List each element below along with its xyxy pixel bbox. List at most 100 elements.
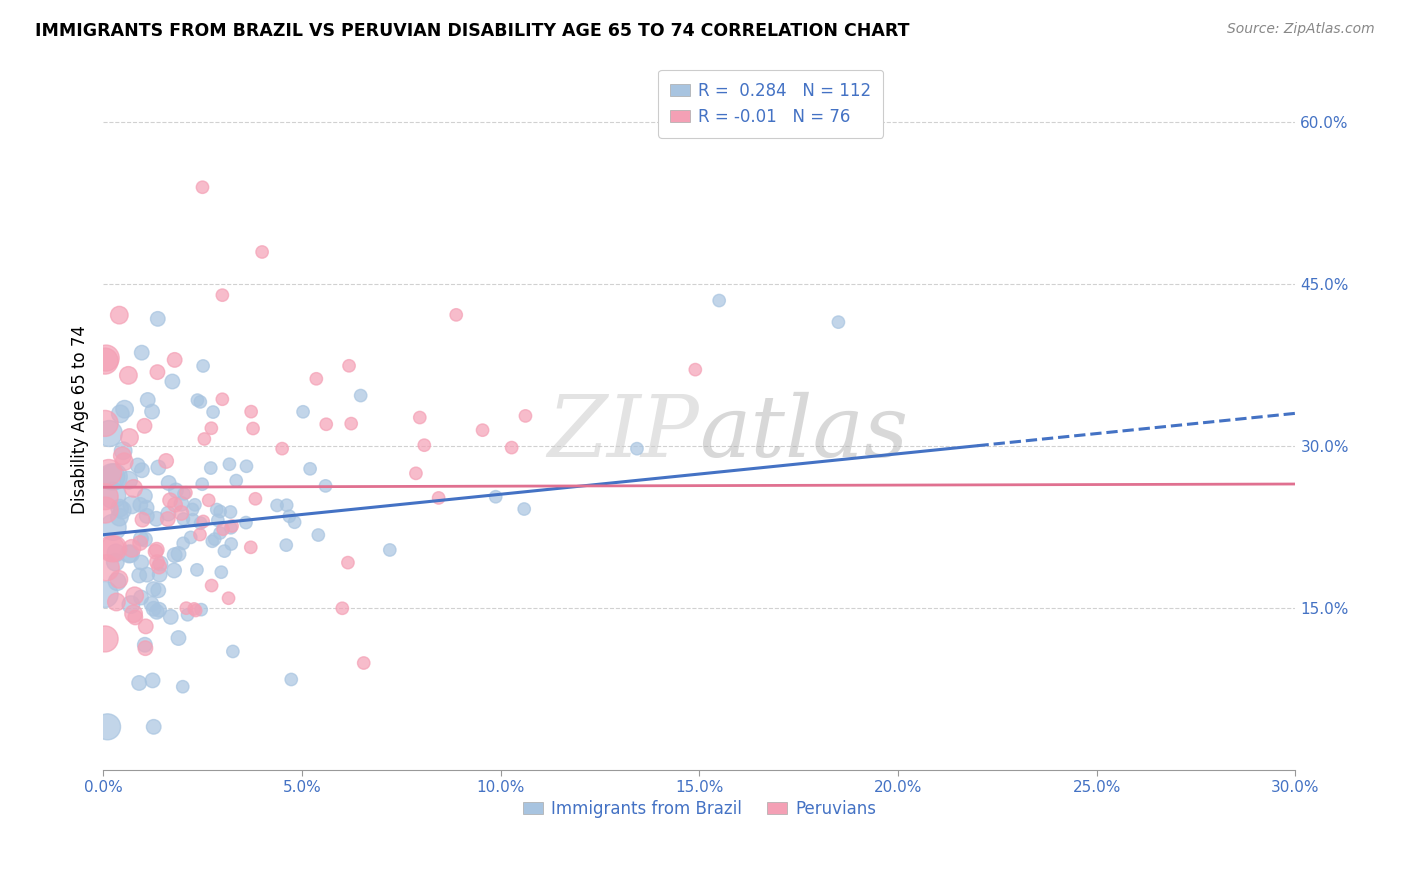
Point	[315, 417, 337, 432]
Point	[103, 541, 125, 556]
Point	[205, 502, 228, 516]
Point	[118, 473, 141, 487]
Point	[827, 315, 849, 329]
Point	[149, 557, 172, 571]
Text: IMMIGRANTS FROM BRAZIL VS PERUVIAN DISABILITY AGE 65 TO 74 CORRELATION CHART: IMMIGRANTS FROM BRAZIL VS PERUVIAN DISAB…	[35, 22, 910, 40]
Point	[100, 470, 122, 484]
Point	[212, 522, 235, 536]
Point	[111, 449, 134, 463]
Text: Source: ZipAtlas.com: Source: ZipAtlas.com	[1227, 22, 1375, 37]
Point	[148, 559, 170, 574]
Point	[181, 513, 204, 527]
Point	[141, 597, 163, 611]
Point	[146, 365, 169, 379]
Point	[159, 610, 181, 624]
Point	[131, 513, 153, 527]
Point	[101, 520, 124, 534]
Point	[190, 516, 212, 531]
Point	[626, 442, 648, 456]
Point	[353, 656, 375, 670]
Point	[155, 454, 177, 468]
Point	[135, 500, 157, 515]
Point	[515, 409, 537, 423]
Point	[209, 504, 232, 518]
Point	[204, 532, 226, 546]
Point	[191, 359, 214, 373]
Point	[202, 405, 225, 419]
Point	[156, 512, 179, 526]
Point	[134, 638, 156, 652]
Point	[200, 421, 222, 435]
Point	[315, 479, 337, 493]
Point	[250, 244, 273, 259]
Point	[292, 405, 315, 419]
Point	[340, 417, 363, 431]
Point	[129, 556, 152, 570]
Legend: Immigrants from Brazil, Peruvians: Immigrants from Brazil, Peruvians	[516, 794, 883, 825]
Point	[124, 610, 146, 624]
Point	[211, 288, 233, 302]
Point	[118, 547, 141, 561]
Point	[170, 497, 193, 511]
Point	[94, 587, 117, 601]
Point	[276, 498, 298, 512]
Point	[112, 443, 135, 458]
Point	[108, 510, 131, 524]
Point	[94, 354, 117, 368]
Point	[299, 462, 322, 476]
Point	[413, 438, 436, 452]
Point	[266, 499, 288, 513]
Point	[235, 459, 257, 474]
Point	[184, 603, 207, 617]
Point	[685, 362, 707, 376]
Point	[214, 544, 236, 558]
Point	[122, 607, 145, 621]
Point	[94, 417, 117, 431]
Point	[167, 547, 190, 561]
Point	[112, 455, 135, 469]
Point	[170, 506, 193, 520]
Point	[110, 407, 132, 421]
Point	[180, 530, 202, 544]
Point	[193, 515, 215, 529]
Point	[108, 308, 131, 322]
Point	[284, 515, 307, 529]
Point	[134, 533, 156, 547]
Point	[118, 431, 141, 445]
Text: ZIP: ZIP	[547, 392, 699, 475]
Point	[165, 483, 187, 498]
Point	[105, 595, 128, 609]
Point	[157, 507, 180, 521]
Text: atlas: atlas	[699, 392, 908, 475]
Point	[176, 607, 198, 622]
Point	[104, 546, 127, 560]
Point	[94, 503, 117, 517]
Point	[162, 375, 184, 389]
Point	[146, 311, 169, 326]
Point	[471, 423, 494, 437]
Point	[121, 498, 143, 512]
Point	[501, 441, 523, 455]
Point	[211, 392, 233, 407]
Point	[219, 537, 242, 551]
Point	[129, 498, 152, 512]
Point	[145, 542, 167, 557]
Point	[159, 493, 181, 508]
Point	[131, 345, 153, 359]
Point	[134, 418, 156, 433]
Point	[129, 536, 152, 550]
Point	[173, 487, 195, 501]
Point	[96, 720, 118, 734]
Point	[405, 467, 427, 481]
Point	[96, 351, 118, 365]
Point	[100, 541, 122, 556]
Point	[307, 528, 329, 542]
Point	[103, 469, 125, 483]
Point	[188, 527, 211, 541]
Point	[280, 673, 302, 687]
Point	[114, 402, 136, 417]
Point	[129, 591, 152, 605]
Point	[485, 490, 508, 504]
Point	[200, 461, 222, 475]
Point	[191, 180, 214, 194]
